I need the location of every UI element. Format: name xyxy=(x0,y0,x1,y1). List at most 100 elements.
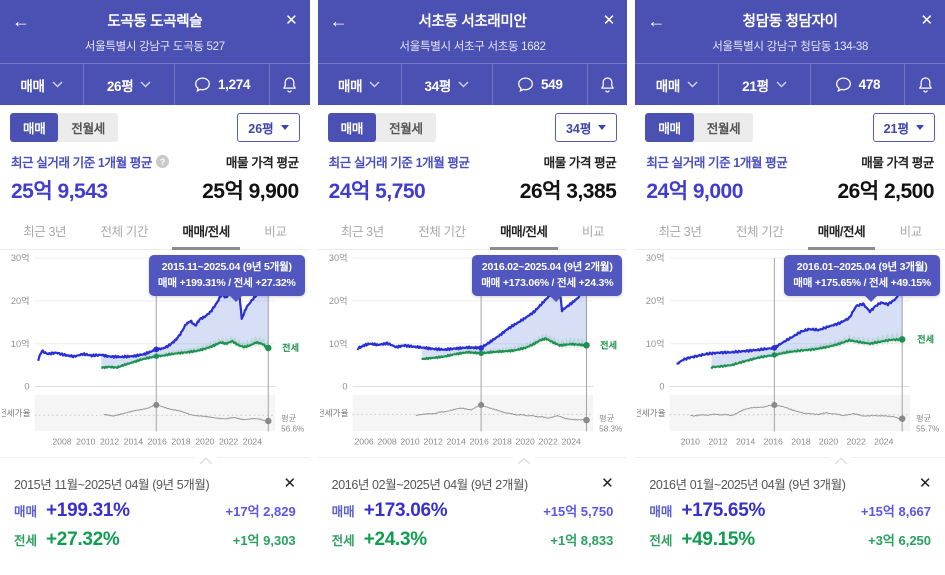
svg-text:2016: 2016 xyxy=(469,437,488,447)
dropdown-arrow-icon xyxy=(916,125,925,130)
chevron-down-icon xyxy=(776,81,787,88)
bell-icon[interactable] xyxy=(904,64,945,105)
collapse-caret-icon[interactable] xyxy=(195,451,218,470)
tab-compare[interactable]: 비교 xyxy=(899,225,923,239)
svg-text:2010: 2010 xyxy=(681,437,700,447)
toggle-sale-button[interactable]: 매매 xyxy=(10,113,59,142)
tab-recent-3y[interactable]: 최근 3년 xyxy=(340,225,384,239)
svg-text:0: 0 xyxy=(24,382,29,392)
size-value: 26평 xyxy=(106,78,134,94)
svg-text:전세: 전세 xyxy=(600,339,617,350)
svg-text:0: 0 xyxy=(660,382,665,392)
summary-close-icon[interactable]: ✕ xyxy=(601,475,614,493)
svg-text:평균: 평균 xyxy=(281,413,296,423)
chart-tabs: 최근 3년 전체 기간 매매/전세 비교 xyxy=(0,214,310,250)
tab-compare[interactable]: 비교 xyxy=(581,225,605,239)
toggle-sale-button[interactable]: 매매 xyxy=(327,113,377,142)
svg-text:10억: 10억 xyxy=(646,338,665,349)
trade-type-value: 매매 xyxy=(655,78,681,94)
trade-type-select[interactable]: 매매 xyxy=(318,64,401,105)
svg-text:평균: 평균 xyxy=(917,413,932,423)
trade-type-select[interactable]: 매매 xyxy=(635,64,718,105)
tab-all-period[interactable]: 전체 기간 xyxy=(418,225,466,239)
close-icon[interactable]: ✕ xyxy=(285,12,298,29)
size-value: 34평 xyxy=(424,78,452,94)
svg-text:2016: 2016 xyxy=(148,437,167,447)
chevron-down-icon xyxy=(52,81,63,88)
apartment-title: 서초동 서초래미안 xyxy=(418,14,527,30)
trade-type-select[interactable]: 매매 xyxy=(0,64,83,105)
change-summary: 2015년 11월~2025년 04월 (9년 5개월) ✕ 매매 +199.3… xyxy=(0,468,310,557)
tab-recent-3y[interactable]: 최근 3년 xyxy=(658,225,702,239)
chart-tooltip: 2015.11~2025.04 (9년 5개월) 매매 +199.31% / 전… xyxy=(148,255,305,301)
price-chart[interactable]: 2016.02~2025.04 (9년 2개월) 매매 +173.06% / 전… xyxy=(318,250,628,454)
panel-header: ← 서초동 서초래미안 ✕ 서울특별시 서초구 서초동 1682 매매 34평 … xyxy=(317,0,628,105)
collapse-caret-icon[interactable] xyxy=(830,451,853,470)
price-chart[interactable]: 2016.01~2025.04 (9년 3개월) 매매 +175.65% / 전… xyxy=(635,250,945,454)
bell-glyph xyxy=(601,76,614,92)
svg-text:평균: 평균 xyxy=(599,413,614,423)
comments-button[interactable]: 549 xyxy=(491,64,587,105)
jeonse-amount: +1억 8,833 xyxy=(550,532,614,548)
price-chart[interactable]: 2015.11~2025.04 (9년 5개월) 매매 +199.31% / 전… xyxy=(0,250,310,454)
back-icon[interactable]: ← xyxy=(647,10,666,31)
svg-text:30억: 30억 xyxy=(11,252,30,263)
close-icon[interactable]: ✕ xyxy=(602,12,616,29)
comments-button[interactable]: 478 xyxy=(809,64,905,105)
summary-close-icon[interactable]: ✕ xyxy=(283,475,297,493)
size-dropdown[interactable]: 26평 xyxy=(237,113,300,142)
summary-close-icon[interactable]: ✕ xyxy=(918,475,932,493)
bell-icon[interactable] xyxy=(586,64,628,105)
apartment-panel: ← 청담동 청담자이 ✕ 서울특별시 강남구 청담동 134-38 매매 21평… xyxy=(635,0,945,575)
tab-compare[interactable]: 비교 xyxy=(264,225,287,239)
tab-recent-3y[interactable]: 최근 3년 xyxy=(23,225,67,239)
help-icon[interactable]: ? xyxy=(155,155,169,168)
comments-button[interactable]: 1,274 xyxy=(174,64,269,105)
apartment-title: 도곡동 도곡렉슬 xyxy=(107,14,203,30)
sale-percent: +199.31% xyxy=(46,499,130,521)
tab-sale-jeonse[interactable]: 매매/전세 xyxy=(807,214,876,250)
toggle-rent-button[interactable]: 전월세 xyxy=(693,113,754,142)
svg-text:2014: 2014 xyxy=(736,437,755,447)
collapse-caret-icon[interactable] xyxy=(512,451,535,470)
sale-change-row: 매매 +199.31% +17억 2,829 xyxy=(14,500,296,522)
svg-text:2012: 2012 xyxy=(423,437,442,447)
svg-text:55.7%: 55.7% xyxy=(917,424,940,433)
svg-text:20억: 20억 xyxy=(11,295,30,306)
svg-text:2008: 2008 xyxy=(52,437,71,447)
tab-all-period[interactable]: 전체 기간 xyxy=(100,225,149,239)
chart-tabs: 최근 3년 전체 기간 매매/전세 비교 xyxy=(317,214,628,250)
listing-price-value: 25억 9,900 xyxy=(202,180,299,203)
back-icon[interactable]: ← xyxy=(12,10,30,31)
svg-text:10억: 10억 xyxy=(11,338,30,349)
toggle-rent-button[interactable]: 전월세 xyxy=(376,113,436,142)
svg-text:2018: 2018 xyxy=(171,437,190,447)
listing-price-label: 매물 가격 평균 xyxy=(225,156,299,170)
bell-icon[interactable] xyxy=(269,64,310,105)
chart-canvas: 30억20억10억0매매전세전세가율평균58.3%200620082010201… xyxy=(320,252,622,447)
tab-all-period[interactable]: 전체 기간 xyxy=(735,225,784,239)
summary-divider xyxy=(635,451,945,470)
address-text: 서울특별시 강남구 도곡동 527 xyxy=(84,41,225,53)
size-dropdown-value: 34평 xyxy=(565,122,592,136)
size-select[interactable]: 34평 xyxy=(400,64,492,105)
jeonse-label: 전세 xyxy=(331,533,355,548)
toggle-sale-button[interactable]: 매매 xyxy=(645,113,694,142)
listing-price-value: 26억 3,385 xyxy=(519,180,617,203)
back-icon[interactable]: ← xyxy=(329,10,348,31)
sale-change-row: 매매 +173.06% +15억 5,750 xyxy=(332,500,614,522)
size-select[interactable]: 26평 xyxy=(82,64,174,105)
summary-range: 2015년 11월~2025년 04월 (9년 5개월) xyxy=(14,477,210,492)
size-value: 21평 xyxy=(742,78,769,94)
svg-text:2014: 2014 xyxy=(446,437,465,447)
svg-text:20억: 20억 xyxy=(329,295,348,306)
tab-sale-jeonse[interactable]: 매매/전세 xyxy=(172,214,241,250)
size-dropdown[interactable]: 21평 xyxy=(872,113,936,142)
toggle-rent-button[interactable]: 전월세 xyxy=(58,113,119,142)
size-select[interactable]: 21평 xyxy=(718,64,809,105)
close-icon[interactable]: ✕ xyxy=(920,12,934,29)
size-dropdown[interactable]: 34평 xyxy=(554,113,618,142)
tab-sale-jeonse[interactable]: 매매/전세 xyxy=(490,214,559,250)
summary-range: 2016년 02월~2025년 04월 (9년 2개월) xyxy=(331,477,529,492)
apartment-panel: ← 서초동 서초래미안 ✕ 서울특별시 서초구 서초동 1682 매매 34평 … xyxy=(317,0,628,575)
